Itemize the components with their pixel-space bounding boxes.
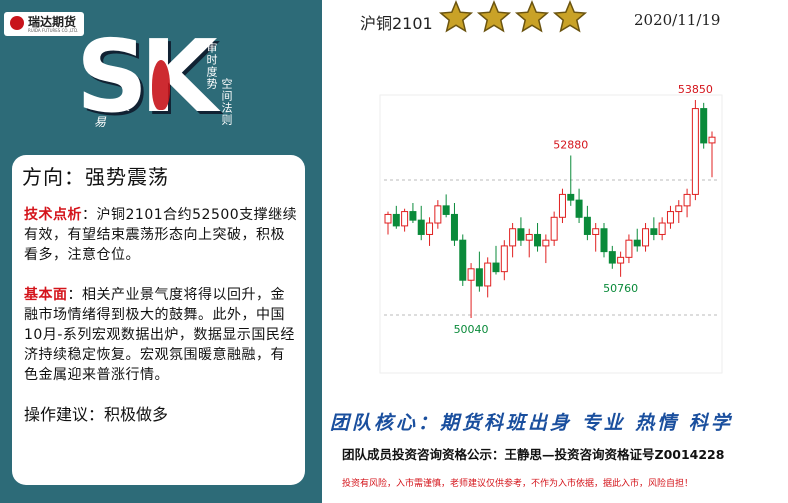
candle-body: [417, 219, 425, 235]
price-label: 50040: [454, 323, 489, 336]
candle-body: [426, 222, 434, 235]
candle-body: [666, 211, 674, 224]
candle-body: [567, 193, 575, 201]
candle-body: [484, 262, 492, 287]
candle-body: [542, 239, 550, 247]
disclaimer: 投资有风险，入市需谨慎，老师建议仅供参考，不作为入市依据，据此入市，风险自担！: [342, 479, 694, 489]
candle-body: [475, 268, 483, 287]
candle-body: [608, 251, 616, 264]
candle-body: [675, 205, 683, 213]
price-label: 50760: [603, 282, 638, 295]
candle-body: [592, 228, 600, 235]
price-label: 52880: [553, 139, 588, 152]
rating-star: [514, 0, 550, 33]
candle-body: [517, 228, 525, 241]
candle-body: [450, 213, 458, 241]
logo-text: 瑞达期货: [28, 15, 77, 29]
product: 沪铜2101: [360, 14, 433, 33]
candle-body: [434, 205, 442, 224]
candle-body: [600, 228, 608, 253]
candle-body: [633, 239, 641, 247]
candle-body: [500, 245, 508, 273]
brand-seal: [152, 60, 170, 110]
analysis-box: 方向：强势震荡 技术点析：沪铜2101合约52500支撑继续有效，有望结束震荡形…: [12, 155, 305, 485]
advice: 操作建议：积极做多: [24, 405, 169, 424]
candle-body: [575, 199, 583, 218]
candle-body: [583, 216, 591, 235]
candle-body: [550, 216, 558, 241]
candle-body: [525, 233, 533, 241]
candle-body: [384, 213, 392, 224]
candle-body: [534, 233, 542, 247]
fundamental: 基本面：相关产业景气度将得以回升，金融市场情绪得到极大的鼓舞。此外，中国10月-…: [24, 285, 299, 385]
candle-body: [492, 262, 500, 273]
text: ：相关产业景气度将得以回升，金融市场情绪得到极大的鼓舞。此外，中国10月-系列宏…: [24, 287, 295, 383]
candle-body: [558, 193, 566, 218]
candle-body: [650, 228, 658, 235]
candle-body: [409, 211, 417, 221]
candle-body: [617, 256, 625, 264]
motto: 审时度势: [205, 42, 218, 90]
candle-body: [700, 108, 708, 144]
slogan: 团队核心：期货科班出身 专业 热情 科学: [330, 412, 733, 434]
candle-body: [708, 136, 716, 144]
candle-body: [683, 193, 691, 207]
rating-star: [438, 0, 474, 33]
candle-body: [401, 211, 409, 227]
brand-letters: SK: [76, 18, 217, 135]
candle-body: [658, 222, 666, 235]
logo-en: RUIDA FUTURES CO.,LTD.: [28, 28, 79, 33]
price-label: 53850: [678, 83, 713, 96]
motto: 空间法则: [220, 78, 233, 126]
text: ：沪铜2101合约52500支撑继续有效，有望结束震荡形态向上突破，积极看多，注…: [24, 207, 298, 263]
candle-body: [392, 213, 400, 227]
candle-body: [625, 239, 633, 258]
label: 基本面: [24, 287, 68, 303]
candle-body: [642, 228, 650, 247]
logo-icon: [10, 16, 24, 30]
direction: 方向：强势震荡: [22, 165, 169, 189]
candle-body: [691, 108, 699, 195]
team: 团队成员投资咨询资格公示：王静思—投资咨询资格证号Z0014228: [342, 447, 725, 462]
rating-star: [552, 0, 588, 33]
candle-body: [442, 205, 450, 215]
label: 技术点析: [24, 207, 82, 223]
candle-body: [467, 268, 475, 281]
rating-star: [476, 0, 512, 33]
technical: 技术点析：沪铜2101合约52500支撑继续有效，有望结束震荡形态向上突破，积极…: [24, 205, 299, 265]
candle-body: [509, 228, 517, 247]
candle-body: [459, 239, 467, 281]
seal-text: 时空交易: [94, 99, 131, 129]
date: 2020/11/19: [634, 11, 721, 29]
